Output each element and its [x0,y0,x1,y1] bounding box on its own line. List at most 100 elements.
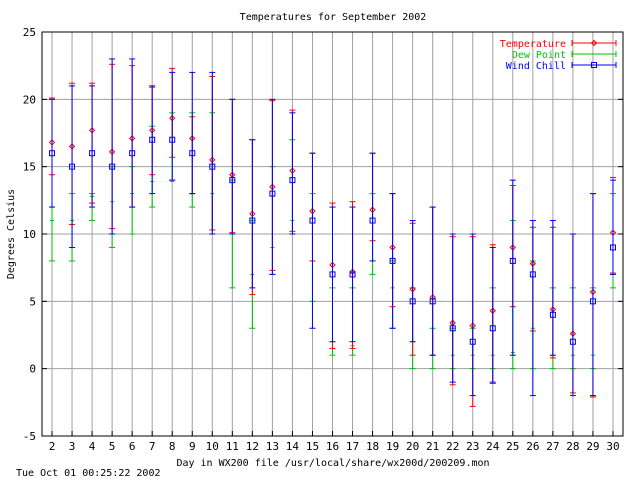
x-tick-label: 29 [586,440,599,453]
y-tick-label: 25 [23,26,36,39]
series-wind-chill [49,58,616,397]
y-tick-label: 10 [23,228,36,241]
data-point-wind-chill [469,338,476,345]
data-point-wind-chill [509,257,516,264]
x-tick-label: 16 [326,440,339,453]
x-tick-label: 10 [206,440,219,453]
data-point-temperature [409,286,416,293]
series-layer [48,58,617,407]
data-point-wind-chill [49,150,56,157]
data-point-temperature [469,322,476,329]
data-point-temperature [289,167,296,174]
y-axis-ticks: -5 0 5 10 15 20 25 [23,26,623,443]
data-point-temperature [148,127,156,134]
data-point-wind-chill [249,217,256,224]
data-point-wind-chill [329,271,336,278]
data-point-temperature [108,148,116,156]
legend-marker-temperature [590,39,598,47]
data-point-temperature [68,143,76,150]
data-point-temperature [529,260,537,267]
data-point-temperature [209,156,216,164]
y-tick-label: 15 [23,161,36,174]
x-tick-label: 6 [129,440,136,453]
x-tick-label: 7 [149,440,156,453]
data-point-temperature [369,206,376,213]
y-tick-label: 5 [29,295,36,308]
x-tick-label: 28 [566,440,579,453]
legend-marker-wind-chill [591,62,597,68]
x-tick-label: 22 [446,440,459,453]
data-point-temperature [48,139,56,146]
x-tick-label: 30 [606,440,619,453]
x-axis-label: Day in WX200 file /usr/local/share/wx200… [176,458,489,469]
data-point-wind-chill [269,190,276,197]
x-tick-label: 8 [169,440,176,453]
data-point-temperature [329,261,336,269]
data-point-temperature [609,229,617,236]
x-tick-label: 12 [246,440,259,453]
y-axis-label: Degrees Celsius [6,189,17,279]
chart-title: Temperatures for September 2002 [240,12,427,23]
x-tick-label: 27 [546,440,559,453]
data-point-wind-chill [349,271,356,278]
data-point-wind-chill [129,150,136,157]
data-point-temperature [269,183,276,191]
data-point-wind-chill [109,163,116,170]
x-tick-label: 3 [69,440,76,453]
data-point-wind-chill [189,150,196,157]
data-point-wind-chill [549,311,556,318]
data-point-wind-chill [89,150,96,157]
data-point-wind-chill [389,257,396,264]
data-point-temperature [569,330,577,337]
data-point-temperature [309,207,316,215]
data-point-wind-chill [309,217,316,224]
data-point-wind-chill [489,325,496,332]
data-point-wind-chill [289,177,296,184]
data-point-wind-chill [589,298,596,305]
data-point-temperature [509,244,517,251]
data-point-wind-chill [169,136,176,143]
x-tick-label: 24 [486,440,500,453]
legend-label-temperature: Temperature [500,39,566,50]
x-tick-label: 25 [506,440,519,453]
y-tick-label: 0 [29,363,36,376]
data-point-temperature [88,127,96,134]
data-point-wind-chill [149,136,156,143]
data-point-wind-chill [209,163,216,170]
legend-label-wind-chill: Wind Chill [506,61,566,72]
x-tick-label: 4 [89,440,96,453]
x-tick-label: 20 [406,440,419,453]
data-point-temperature [169,114,176,122]
x-tick-label: 26 [526,440,539,453]
data-point-temperature [389,244,396,251]
x-tick-label: 11 [226,440,239,453]
data-point-wind-chill [229,177,236,184]
data-point-temperature [489,307,496,314]
x-tick-label: 17 [346,440,359,453]
legend-label-dew-point: Dew Point [512,50,566,61]
y-tick-label: 20 [23,93,36,106]
data-point-temperature [549,306,557,313]
data-point-wind-chill [429,298,436,305]
data-point-temperature [449,319,456,327]
x-tick-label: 21 [426,440,439,453]
data-point-wind-chill [569,338,576,345]
x-tick-label: 5 [109,440,116,453]
data-point-wind-chill [409,298,416,305]
x-tick-label: 13 [266,440,279,453]
legend: Temperature Dew Point Wind Chill [500,39,617,72]
data-point-wind-chill [369,217,376,224]
x-tick-label: 14 [286,440,300,453]
y-tick-label: -5 [23,430,36,443]
timestamp: Tue Oct 01 00:25:22 2002 [16,468,161,479]
data-point-wind-chill [609,244,616,251]
data-point-wind-chill [69,163,76,170]
x-tick-label: 18 [366,440,379,453]
x-tick-label: 2 [49,440,56,453]
data-point-temperature [229,171,236,178]
data-point-wind-chill [449,325,456,332]
x-tick-label: 19 [386,440,399,453]
x-tick-label: 23 [466,440,479,453]
x-axis-ticks: 2 3 4 5 6 7 8 9 10 11 12 13 14 15 16 17 18 19 20 21 22 23 24 25… [49,431,620,453]
